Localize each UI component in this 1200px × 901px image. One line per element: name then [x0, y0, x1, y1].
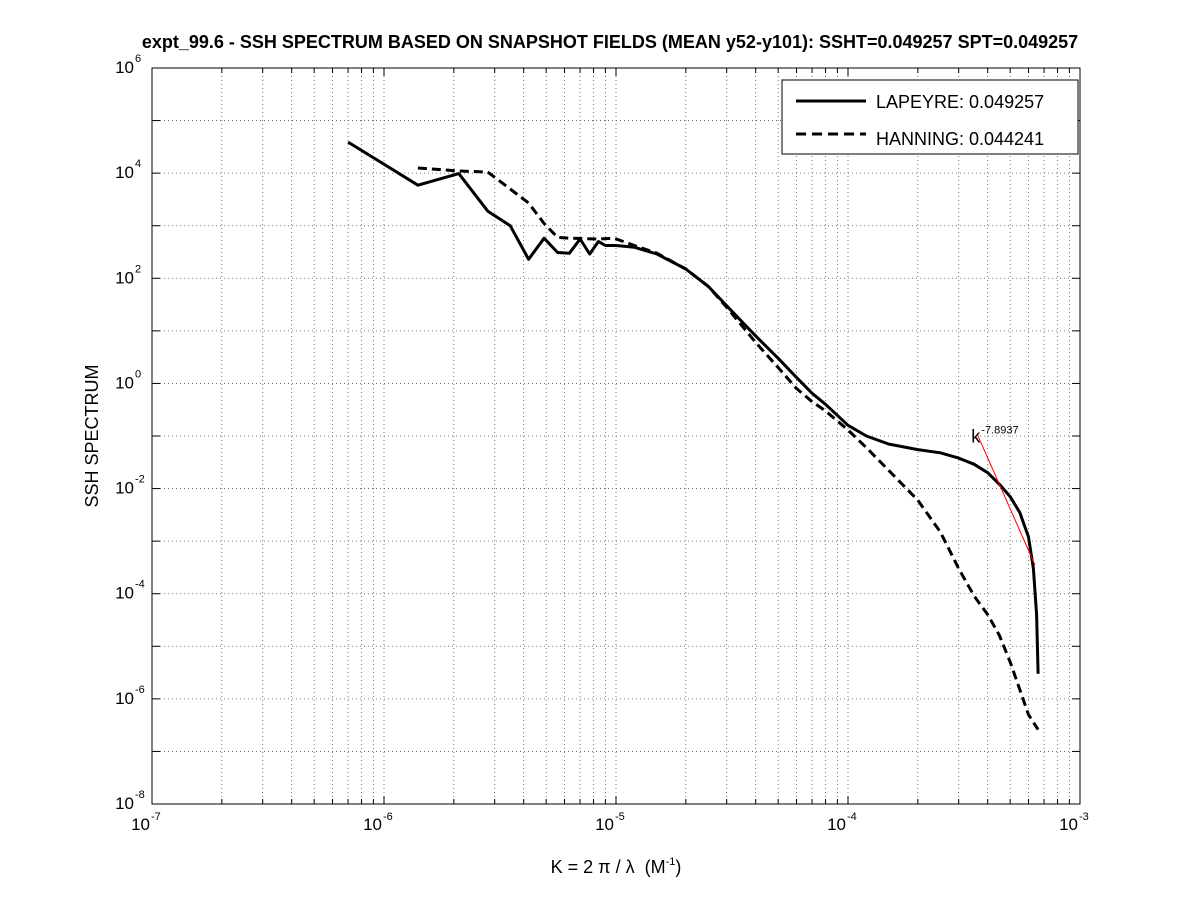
series-layer	[347, 140, 1040, 731]
tick-labels: 10 -7 10 -6 10 -5 10 -4 10 -310 -810 -610 -410 -210 01…	[115, 53, 1089, 834]
x-tick-label-exponent: -6	[383, 811, 393, 823]
grid-layer	[152, 68, 1080, 804]
fit-line	[976, 433, 1036, 566]
fit-label-exponent: -7.8937	[981, 425, 1018, 437]
x-axis-label-prefix: K = 2	[551, 857, 599, 877]
legend-label-hanning: HANNING: 0.044241	[876, 129, 1044, 149]
x-tick-label: 10	[1059, 815, 1078, 834]
y-tick-label-exponent: 2	[135, 263, 141, 275]
x-axis-label-units-close: )	[675, 857, 681, 877]
legend-box	[781, 79, 1079, 155]
y-tick-label-exponent: -2	[135, 474, 145, 486]
x-tick-label-exponent: -7	[151, 811, 161, 823]
chart-title: expt_99.6 - SSH SPECTRUM BASED ON SNAPSH…	[142, 32, 1078, 52]
x-axis-label-slash: /	[611, 857, 626, 877]
y-tick-label: 10	[115, 479, 134, 498]
y-tick-label: 10	[115, 58, 134, 77]
x-tick-label: 10	[131, 815, 150, 834]
y-tick-label-exponent: 0	[135, 368, 141, 380]
fit-layer: k -7.8937	[971, 425, 1036, 566]
x-axis-label-units-exp: -1	[666, 856, 676, 868]
x-tick-label: 10	[827, 815, 846, 834]
y-axis-label: SSH SPECTRUM	[82, 364, 102, 507]
legend-label-lapeyre: LAPEYRE: 0.049257	[876, 92, 1044, 112]
y-tick-label-exponent: 4	[135, 158, 141, 170]
x-axis-label-units: (M	[635, 857, 666, 877]
x-tick-label-exponent: -3	[1079, 811, 1089, 823]
series-line-lapeyre	[347, 140, 1040, 674]
x-tick-label-exponent: -4	[847, 811, 857, 823]
x-tick-label: 10	[595, 815, 614, 834]
x-axis-label: K = 2 π / λ (M-1)	[551, 856, 682, 877]
series-line-hanning	[417, 166, 1040, 731]
y-tick-label-exponent: -4	[135, 579, 145, 591]
y-tick-label: 10	[115, 584, 134, 603]
y-tick-label: 10	[115, 163, 134, 182]
y-tick-label-exponent: -8	[135, 789, 145, 801]
x-axis-label-pi: π	[598, 857, 610, 877]
x-axis-label-lambda: λ	[626, 857, 635, 877]
x-tick-label-exponent: -5	[615, 811, 625, 823]
legend: LAPEYRE: 0.049257 HANNING: 0.044241	[781, 79, 1079, 155]
y-tick-label: 10	[115, 689, 134, 708]
y-tick-label-exponent: 6	[135, 53, 141, 65]
y-tick-label-exponent: -6	[135, 684, 145, 696]
axis-ticks	[151, 67, 1080, 805]
y-tick-label: 10	[115, 373, 134, 392]
x-tick-label: 10	[363, 815, 382, 834]
fit-label: k	[971, 427, 981, 447]
y-tick-label: 10	[115, 794, 134, 813]
y-tick-label: 10	[115, 268, 134, 287]
